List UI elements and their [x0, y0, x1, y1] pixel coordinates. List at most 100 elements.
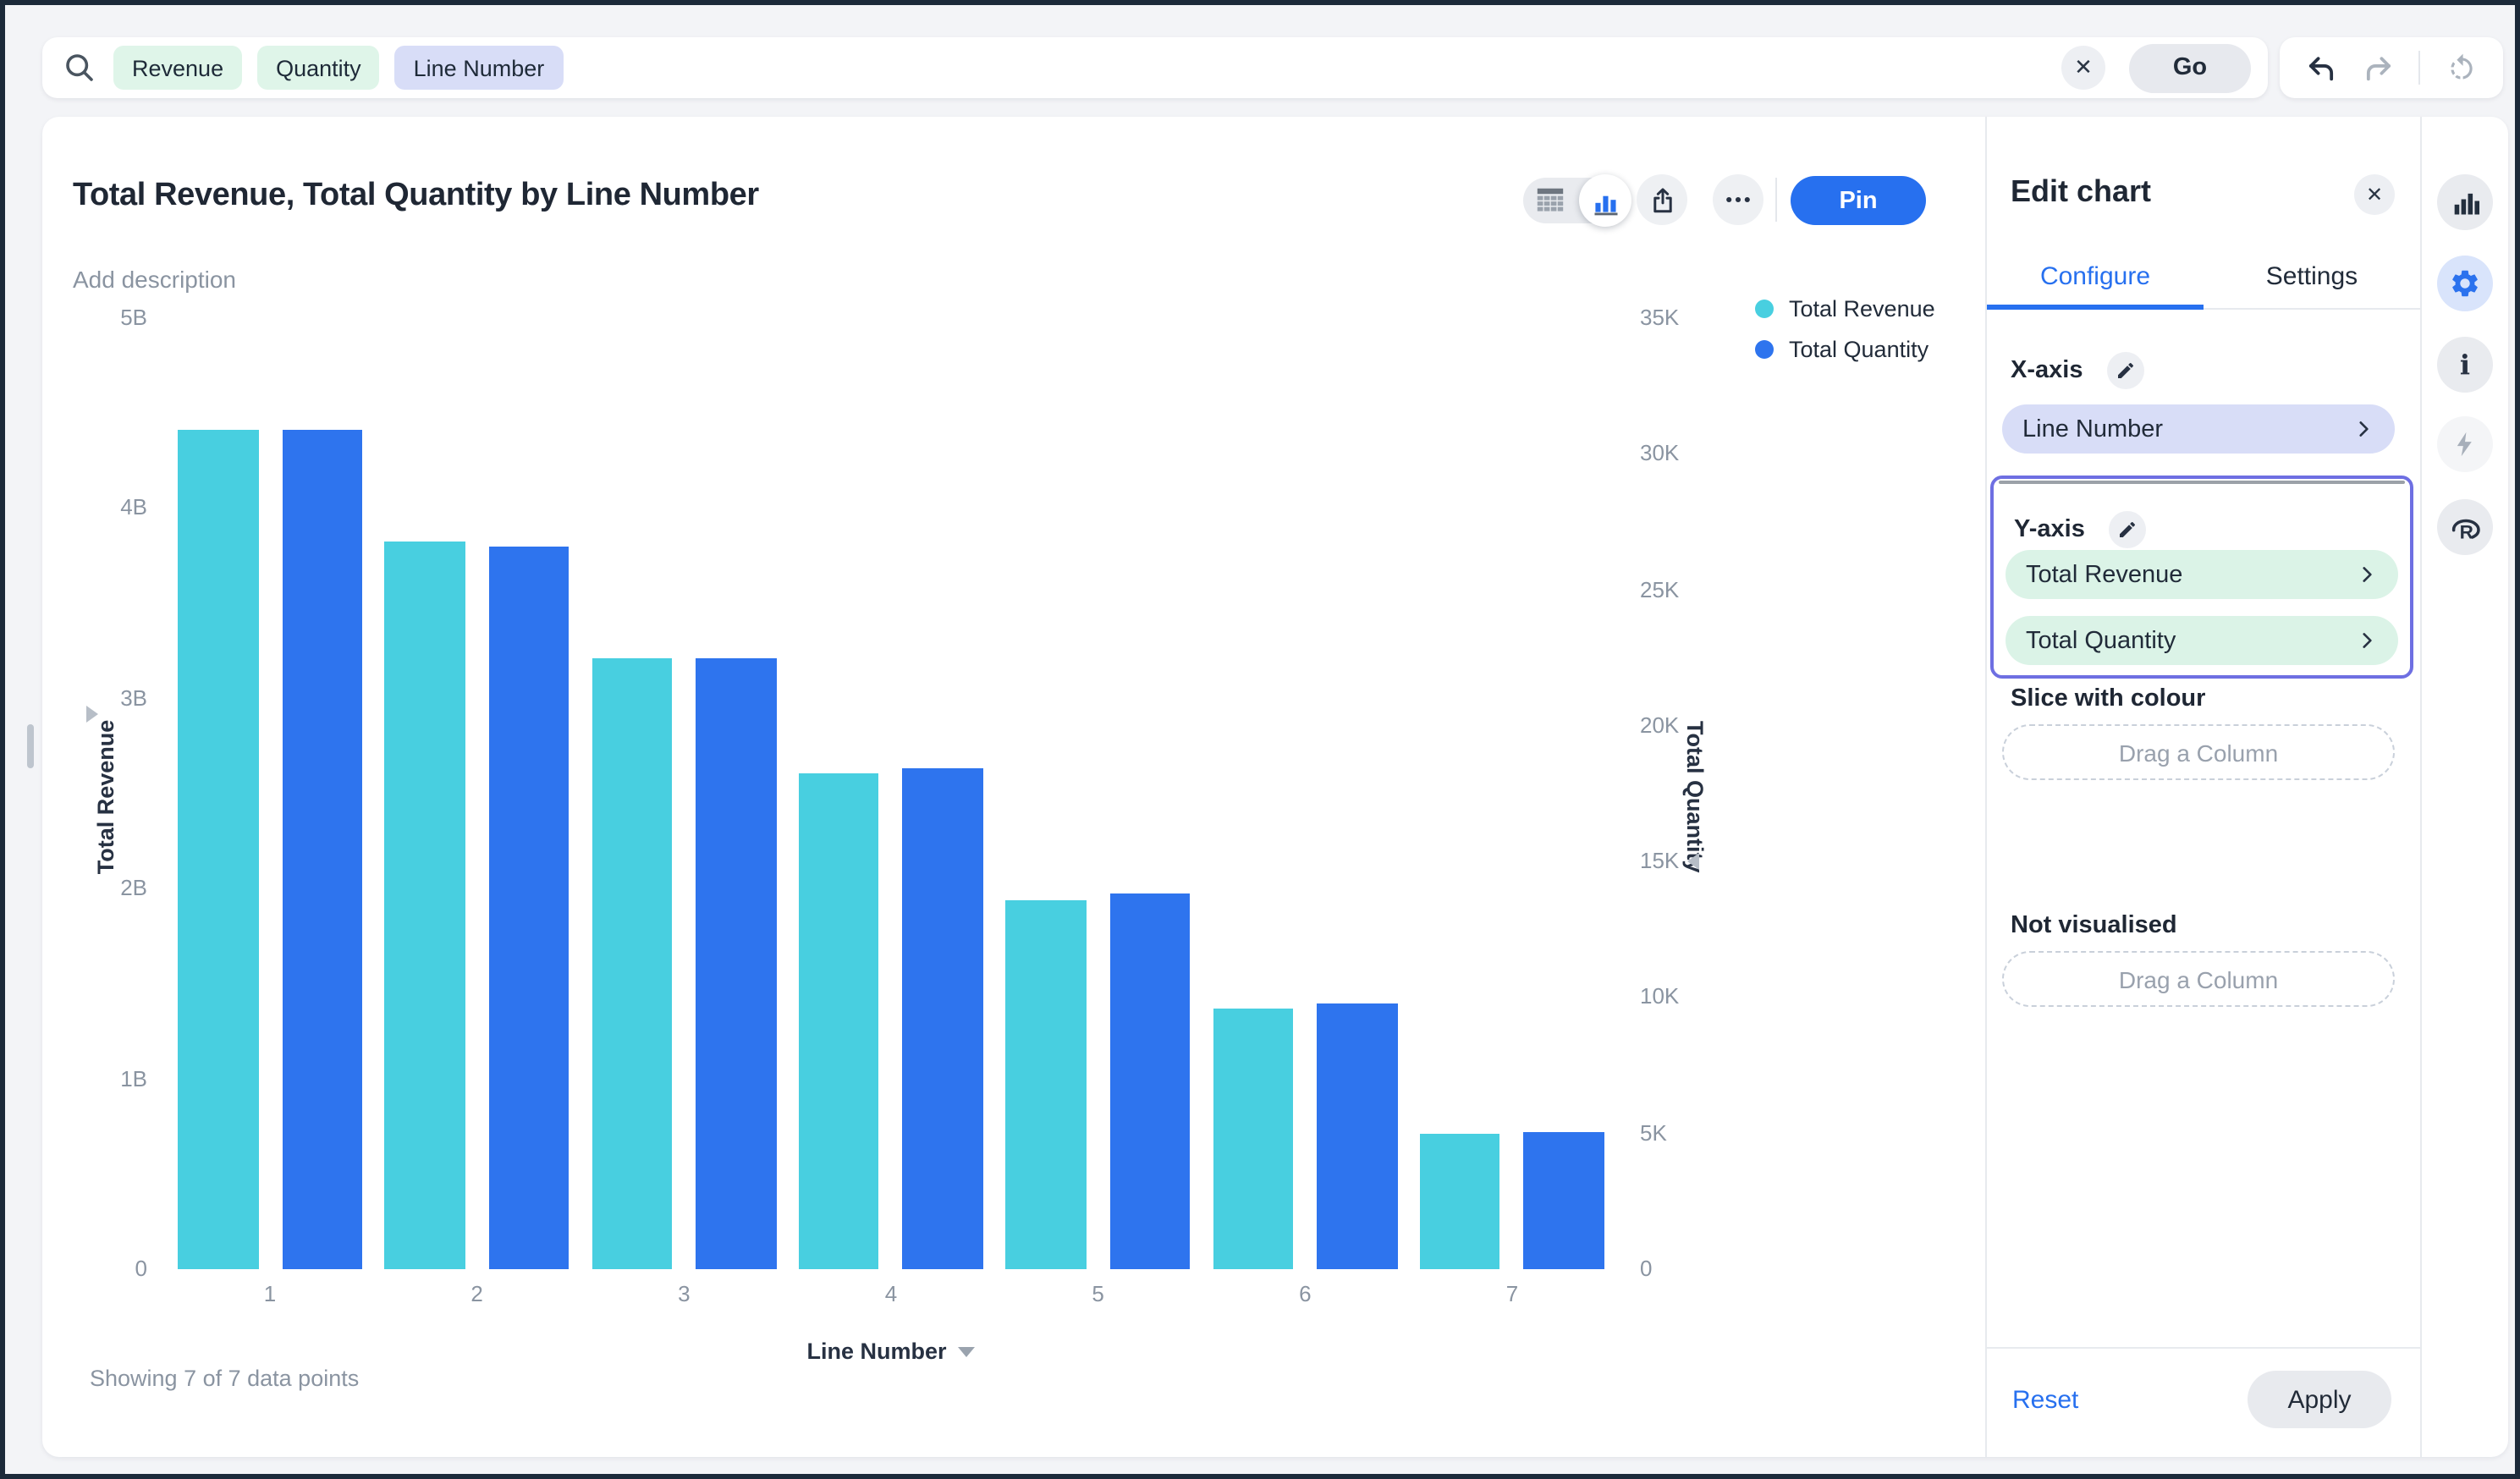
x-tick-label: 1 — [263, 1281, 277, 1306]
edit-chart-panel: Edit chart ✕ Configure Settings X-axis L… — [1985, 117, 2420, 1457]
left-axis-ticks: 0 1B 2B 3B 4B 5B — [86, 305, 147, 1280]
x-tick-label: 2 — [470, 1281, 483, 1306]
plot-area — [178, 318, 1604, 1269]
details-button[interactable]: i — [2437, 337, 2493, 393]
bar-group — [1005, 318, 1191, 1269]
not-visualised-drop-zone[interactable]: Drag a Column — [2002, 951, 2395, 1007]
search-bar[interactable]: Revenue Quantity Line Number ✕ Go — [42, 37, 2268, 98]
revenue-bar-1[interactable] — [178, 430, 258, 1269]
chart-view-toggle[interactable] — [1579, 174, 1631, 227]
revenue-bar-4[interactable] — [798, 772, 879, 1269]
sort-indicator-icon — [86, 706, 98, 723]
gear-icon — [2452, 270, 2478, 297]
y-axis-chip-total-quantity[interactable]: Total Quantity — [2006, 616, 2398, 665]
quantity-bar-4[interactable] — [902, 767, 983, 1269]
quantity-bar-3[interactable] — [696, 657, 777, 1269]
search-icon — [66, 54, 93, 81]
x-axis-column-chip[interactable]: Line Number — [2002, 404, 2395, 454]
refresh-button[interactable] — [2446, 52, 2478, 84]
chart-options-button[interactable] — [2437, 174, 2493, 230]
axis-tick-label: 4B — [120, 494, 147, 520]
edit-y-axis-button[interactable] — [2109, 511, 2147, 548]
bar-group — [1419, 318, 1604, 1269]
chart-view-icon — [1593, 195, 1617, 215]
right-axis-ticks: 0 5K 10K 15K 20K 25K 30K 35K — [1640, 305, 1714, 1280]
configure-button[interactable] — [2437, 256, 2493, 311]
bar-group — [798, 318, 983, 1269]
edit-panel-footer: Reset Apply — [1987, 1347, 2420, 1457]
tab-configure[interactable]: Configure — [1987, 252, 2204, 310]
undo-button[interactable] — [2305, 52, 2337, 84]
axis-tick-label: 1B — [120, 1065, 147, 1091]
legend-item-quantity[interactable]: Total Quantity — [1755, 337, 1935, 362]
search-token-line-number[interactable]: Line Number — [394, 46, 564, 90]
share-button[interactable] — [1637, 174, 1687, 225]
sort-indicator-icon — [1687, 853, 1699, 870]
close-panel-button[interactable]: ✕ — [2354, 174, 2395, 215]
data-points-status: Showing 7 of 7 data points — [90, 1366, 360, 1391]
y-axis-label: Y-axis — [2014, 516, 2085, 544]
right-icon-rail: i R — [2420, 117, 2508, 1457]
quantity-bar-2[interactable] — [488, 546, 569, 1269]
y-axis-chip-total-revenue[interactable]: Total Revenue — [2006, 550, 2398, 599]
chip-label: Line Number — [2022, 415, 2164, 443]
table-view-icon[interactable] — [1533, 184, 1567, 217]
edit-x-axis-button[interactable] — [2107, 352, 2145, 389]
quantity-bar-6[interactable] — [1317, 1003, 1398, 1269]
pin-button[interactable]: Pin — [1791, 176, 1926, 225]
edit-chart-title: Edit chart — [2011, 174, 2152, 208]
search-token-revenue[interactable]: Revenue — [113, 46, 243, 90]
not-visualised-label: Not visualised — [2011, 912, 2177, 939]
ellipsis-icon — [1726, 196, 1750, 203]
tab-settings[interactable]: Settings — [2265, 262, 2358, 291]
legend-item-revenue[interactable]: Total Revenue — [1755, 296, 1935, 322]
x-tick-label: 5 — [1092, 1281, 1104, 1306]
y-axis-section: Y-axis — [2014, 511, 2147, 548]
panel-resize-handle[interactable] — [27, 724, 34, 768]
x-axis-title[interactable]: Line Number — [178, 1339, 1604, 1364]
slice-drop-zone[interactable]: Drag a Column — [2002, 724, 2395, 780]
more-options-button[interactable] — [1713, 174, 1763, 225]
chevron-right-icon — [2359, 421, 2369, 437]
x-tick-label: 6 — [1299, 1281, 1312, 1306]
quantity-bar-7[interactable] — [1523, 1132, 1604, 1269]
revenue-bar-7[interactable] — [1419, 1134, 1500, 1269]
redo-button[interactable] — [2362, 52, 2394, 84]
search-token-quantity[interactable]: Quantity — [257, 46, 380, 90]
chevron-down-icon — [958, 1347, 976, 1358]
undo-icon — [2308, 56, 2333, 80]
chevron-right-icon — [2363, 633, 2372, 648]
apply-button[interactable]: Apply — [2248, 1371, 2391, 1428]
reset-button[interactable]: Reset — [2012, 1386, 2079, 1415]
revenue-bar-5[interactable] — [1005, 899, 1087, 1269]
view-toggle[interactable] — [1523, 174, 1631, 227]
clear-search-button[interactable]: ✕ — [2061, 46, 2105, 90]
x-axis-title-label: Line Number — [806, 1339, 947, 1364]
bar-group — [1213, 318, 1398, 1269]
chart-pane: Total Revenue, Total Quantity by Line Nu… — [42, 117, 1985, 1457]
revenue-bar-2[interactable] — [384, 541, 465, 1269]
y-axis-highlight-box: Y-axis Total Revenue Total Quantity — [1990, 476, 2413, 679]
revenue-bar-3[interactable] — [591, 658, 673, 1269]
axis-tick-label: 15K — [1640, 848, 1680, 874]
right-axis-title[interactable]: Total Quantity — [1682, 721, 1708, 873]
axis-tick-label: 3B — [120, 685, 147, 711]
go-button[interactable]: Go — [2129, 43, 2251, 92]
axis-tick-label: 30K — [1640, 440, 1680, 466]
legend-dot-teal — [1755, 300, 1774, 318]
answer-card: Total Revenue, Total Quantity by Line Nu… — [42, 117, 2508, 1457]
quantity-bar-5[interactable] — [1109, 893, 1191, 1269]
quantity-bar-1[interactable] — [282, 429, 362, 1269]
legend-dot-blue — [1755, 340, 1774, 359]
r-analysis-button[interactable]: R — [2437, 499, 2493, 555]
chevron-right-icon — [2363, 567, 2372, 582]
axis-tick-label: 5K — [1640, 1119, 1667, 1146]
add-description[interactable]: Add description — [73, 266, 237, 293]
insights-button[interactable] — [2437, 416, 2493, 472]
chip-label: Total Revenue — [2026, 561, 2183, 588]
left-axis-title[interactable]: Total Revenue — [93, 719, 118, 875]
axis-tick-label: 0 — [1640, 1256, 1653, 1281]
revenue-bar-6[interactable] — [1213, 1009, 1294, 1269]
share-icon — [1653, 187, 1671, 212]
